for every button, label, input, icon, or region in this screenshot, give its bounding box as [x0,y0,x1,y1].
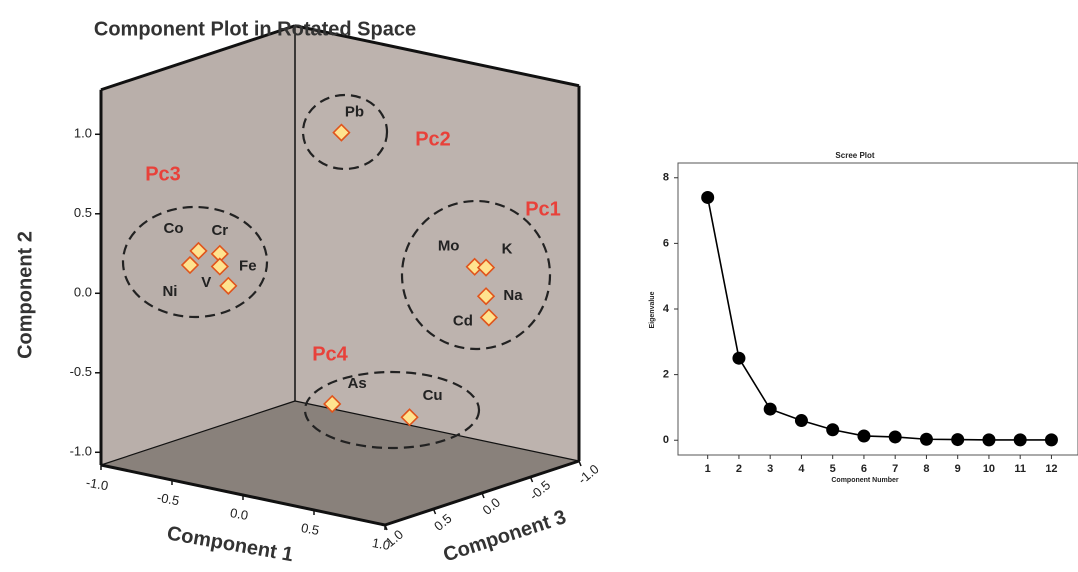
x-tick-label: 7 [892,463,898,475]
annotation: Pc4 [312,343,348,365]
x-tick-label: 9 [955,463,961,475]
y-axis-title: Component 2 [14,231,36,359]
point [479,308,498,327]
box-edge [100,400,296,466]
annotation: Pc3 [145,163,181,185]
y-axis-title: Eigenvalue [649,291,656,328]
y-tick-label: -1.0 [70,444,92,459]
box-edge [294,24,580,88]
point-label: Ni [162,283,177,300]
point [219,276,238,295]
x-tick-label: 3 [767,463,773,475]
point-label: Cr [211,222,228,239]
point [857,429,871,443]
point-label: Na [503,287,523,304]
point [323,394,342,414]
z-tick [384,524,388,531]
right-wall [295,25,579,461]
point [951,433,965,447]
annotation: Pc1 [525,198,561,220]
cluster-ellipse [301,93,389,171]
point-label: Pb [345,104,364,121]
point-label: Cu [423,387,443,404]
x-tick-label: 1 [705,463,711,475]
point-label: Fe [239,258,257,275]
z-tick [481,492,485,499]
chart-title: Component Plot in Rotated Space [94,18,416,40]
x-tick-label: 1.0 [371,535,391,553]
point [180,255,200,275]
point [189,241,208,261]
point [732,351,746,365]
point-label: K [502,241,513,258]
x-tick-label: -0.5 [156,490,181,509]
point [794,414,808,428]
chart-title: Scree Plot [835,151,874,160]
z-tick [529,476,534,483]
point [763,402,777,416]
y-tick-label: 0.0 [74,285,92,300]
point [476,287,496,306]
x-tick-label: 11 [1014,463,1026,475]
y-tick-label: 6 [663,237,669,249]
floor [101,401,579,525]
z-tick [578,460,582,467]
point [888,430,902,444]
point [465,257,484,276]
x-tick-label: -1.0 [85,475,110,494]
cluster-ellipse [400,199,552,351]
point-label: As [348,375,367,392]
point [332,123,351,142]
z-tick [432,508,437,515]
point [701,190,715,204]
y-tick-label: -0.5 [70,364,92,379]
point-label: Co [164,220,184,237]
cluster-ellipse [303,370,481,450]
y-tick-label: 1.0 [74,126,92,141]
point [400,408,419,427]
box-edge [100,24,296,92]
box-edge [294,400,580,462]
point [826,423,840,437]
y-tick-label: 0.5 [74,205,92,220]
point [919,432,933,446]
cluster-outlines [121,93,552,450]
y-tick-label: 8 [663,172,669,184]
point-label: Cd [453,312,473,329]
point [1013,433,1027,447]
x-tick-label: 5 [830,463,836,475]
point [476,258,496,277]
point [1044,433,1058,447]
annotation: Pc2 [415,128,451,150]
point-label: Mo [438,238,460,255]
point [210,257,229,276]
x-tick-label: 8 [923,463,929,475]
y-tick-label: 0 [663,434,669,446]
x-tick-label: 6 [861,463,867,475]
x-axis-title: Component Number [831,477,899,484]
point [982,433,996,447]
y-tick-label: 4 [663,303,670,315]
x-tick-label: 0.5 [300,520,320,538]
x-tick-label: 12 [1045,463,1057,475]
plot-box [99,24,581,527]
y-tick-label: 2 [663,369,669,381]
x-tick-label: 2 [736,463,742,475]
x-tick-label: 0.0 [229,505,249,523]
cluster-ellipse [121,205,269,319]
x-tick-label: 4 [798,463,805,475]
x-tick-label: 10 [983,463,995,475]
point-label: V [201,274,211,291]
